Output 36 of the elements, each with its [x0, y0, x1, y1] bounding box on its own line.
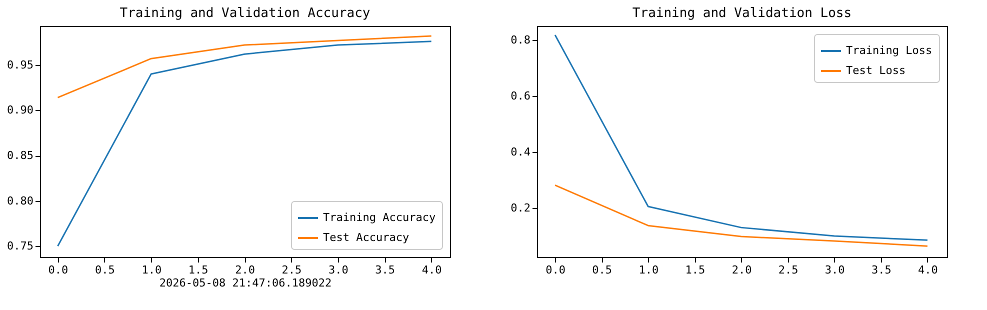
y-tick-label: 0.80 — [7, 194, 34, 208]
y-tick-label: 0.75 — [7, 240, 34, 253]
line-series — [56, 35, 432, 98]
legend-label: Test Accuracy — [323, 231, 410, 244]
x-tick-label: 3.5 — [375, 264, 396, 276]
x-tick-label: 4.0 — [918, 264, 938, 276]
x-tick-label: 2.0 — [732, 264, 752, 276]
x-tick-label: 3.0 — [824, 264, 845, 276]
chart-title: Training and Validation Accuracy — [120, 6, 370, 21]
x-tick-label: 0.5 — [95, 264, 115, 276]
y-tick-label: 0.2 — [510, 202, 530, 215]
y-tick-label: 0.6 — [510, 90, 530, 103]
x-tick-label: 4.0 — [422, 264, 442, 276]
y-tick-label: 0.90 — [7, 104, 34, 117]
y-tick-label: 0.85 — [7, 149, 34, 162]
x-tick-label: 0.0 — [546, 264, 566, 276]
legend-label: Training Loss — [846, 44, 932, 57]
x-tick-label: 2.5 — [282, 264, 302, 276]
x-tick-label: 0.0 — [48, 264, 68, 276]
legend-label: Test Loss — [846, 64, 906, 77]
x-tick-label: 2.0 — [235, 264, 255, 276]
x-tick-label: 0.5 — [592, 264, 612, 276]
x-tick-label: 1.5 — [188, 264, 208, 276]
legend-label: Training Accuracy — [323, 211, 436, 224]
x-tick-label: 3.0 — [328, 264, 348, 276]
x-tick-label: 1.5 — [685, 264, 706, 276]
chart-title: Training and Validation Loss — [632, 6, 852, 21]
line-series — [554, 184, 928, 247]
x-axis-title: 2026-05-08 21:47:06.189022 — [159, 276, 332, 290]
y-tick-label: 0.8 — [510, 34, 530, 47]
y-tick-label: 0.4 — [510, 146, 531, 159]
x-tick-label: 3.5 — [871, 264, 892, 276]
x-tick-label: 2.5 — [778, 264, 798, 276]
x-tick-label: 1.0 — [638, 264, 659, 276]
x-tick-label: 1.0 — [142, 264, 162, 276]
y-tick-label: 0.95 — [7, 58, 34, 72]
